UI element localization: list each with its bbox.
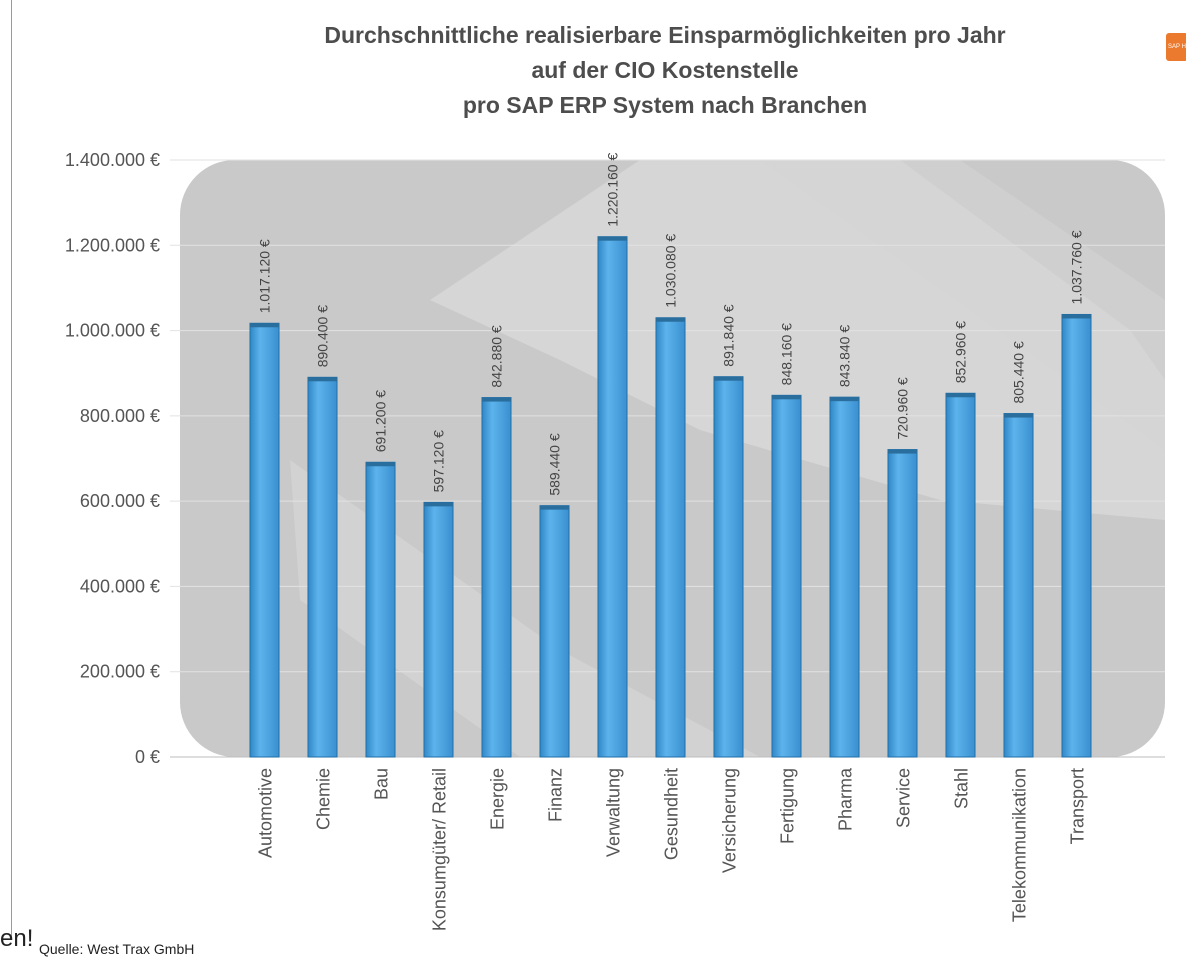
data-label: 1.220.160 € bbox=[605, 153, 621, 227]
bar bbox=[771, 394, 802, 758]
y-tick-label: 1.400.000 € bbox=[65, 150, 160, 170]
bars bbox=[249, 236, 1092, 758]
data-label: 691.200 € bbox=[373, 390, 389, 452]
bar-top-cap bbox=[1004, 413, 1033, 418]
bar-top-cap bbox=[250, 323, 279, 328]
x-tick-label: Telekommunikation bbox=[1010, 768, 1030, 922]
bar-top-cap bbox=[482, 397, 511, 402]
bar bbox=[945, 392, 976, 758]
data-label: 589.440 € bbox=[547, 433, 563, 495]
sap-badge-icon: SAP H bbox=[1166, 33, 1186, 61]
bar bbox=[829, 396, 860, 758]
bar bbox=[481, 397, 512, 758]
bar bbox=[307, 376, 338, 758]
chart-title-line-1: Durchschnittliche realisierbare Einsparm… bbox=[324, 22, 1006, 48]
source-text: Quelle: West Trax GmbH bbox=[39, 941, 195, 957]
data-label: 597.120 € bbox=[431, 430, 447, 492]
x-tick-label: Transport bbox=[1068, 768, 1088, 844]
y-tick-label: 800.000 € bbox=[80, 406, 160, 426]
x-tick-label: Service bbox=[894, 768, 914, 828]
y-tick-label: 1.000.000 € bbox=[65, 321, 160, 341]
bar-top-cap bbox=[540, 505, 569, 510]
data-label: 852.960 € bbox=[953, 321, 969, 383]
x-tick-label: Bau bbox=[372, 768, 392, 800]
data-label: 848.160 € bbox=[779, 323, 795, 385]
y-tick-label: 600.000 € bbox=[80, 491, 160, 511]
chart-title-line-3: pro SAP ERP System nach Branchen bbox=[462, 92, 868, 118]
data-label: 805.440 € bbox=[1011, 341, 1027, 403]
x-tick-label: Finanz bbox=[546, 768, 566, 822]
x-tick-label: Versicherung bbox=[720, 768, 740, 873]
x-tick-label: Automotive bbox=[256, 768, 276, 858]
bar-top-cap bbox=[366, 462, 395, 467]
bar-top-cap bbox=[946, 393, 975, 398]
bar-top-cap bbox=[772, 395, 801, 400]
y-axis-ticks: 0 € 200.000 € 400.000 € 600.000 € 800.000 € 1… bbox=[65, 150, 160, 767]
y-tick-label: 0 € bbox=[135, 747, 160, 767]
x-tick-label: Chemie bbox=[314, 768, 334, 830]
y-tick-label: 400.000 € bbox=[80, 576, 160, 596]
bar bbox=[713, 376, 744, 758]
bar-top-cap bbox=[598, 236, 627, 241]
bar-top-cap bbox=[888, 449, 917, 454]
y-tick-label: 1.200.000 € bbox=[65, 235, 160, 255]
bar bbox=[1003, 413, 1034, 758]
x-tick-label: Pharma bbox=[836, 767, 856, 831]
x-tick-label: Fertigung bbox=[778, 768, 798, 844]
data-label: 720.960 € bbox=[895, 377, 911, 439]
left-edge-line bbox=[11, 0, 12, 940]
x-tick-label: Verwaltung bbox=[604, 768, 624, 857]
x-axis-ticks: Automotive Chemie Bau Konsumgüter/ Retail En… bbox=[256, 767, 1088, 931]
bar bbox=[887, 449, 918, 758]
bar bbox=[423, 501, 454, 758]
data-label: 1.030.080 € bbox=[663, 234, 679, 308]
bar-top-cap bbox=[424, 502, 453, 507]
x-tick-label: Konsumgüter/ Retail bbox=[430, 768, 450, 931]
bar-top-cap bbox=[830, 397, 859, 402]
bar bbox=[539, 505, 570, 758]
x-tick-label: Gesundheit bbox=[662, 768, 682, 860]
x-tick-label: Stahl bbox=[952, 768, 972, 809]
data-labels: 1.017.120 € 890.400 € 691.200 € 597.120 € 84… bbox=[257, 153, 1085, 496]
data-label: 890.400 € bbox=[315, 305, 331, 367]
data-label: 842.880 € bbox=[489, 325, 505, 387]
data-label: 843.840 € bbox=[837, 325, 853, 387]
bar bbox=[1061, 313, 1092, 758]
data-label: 891.840 € bbox=[721, 304, 737, 366]
bar bbox=[249, 322, 280, 758]
x-tick-label: Energie bbox=[488, 768, 508, 830]
bar-top-cap bbox=[1062, 314, 1091, 319]
bar bbox=[597, 236, 628, 758]
bar-top-cap bbox=[656, 317, 685, 322]
cropped-edge-text: en! bbox=[0, 925, 34, 952]
bar-top-cap bbox=[308, 377, 337, 382]
bar-top-cap bbox=[714, 376, 743, 381]
bar bbox=[655, 317, 686, 758]
data-label: 1.037.760 € bbox=[1069, 230, 1085, 304]
y-tick-label: 200.000 € bbox=[80, 662, 160, 682]
bar bbox=[365, 461, 396, 758]
data-label: 1.017.120 € bbox=[257, 239, 273, 313]
chart-title-line-2: auf der CIO Kostenstelle bbox=[531, 57, 799, 83]
